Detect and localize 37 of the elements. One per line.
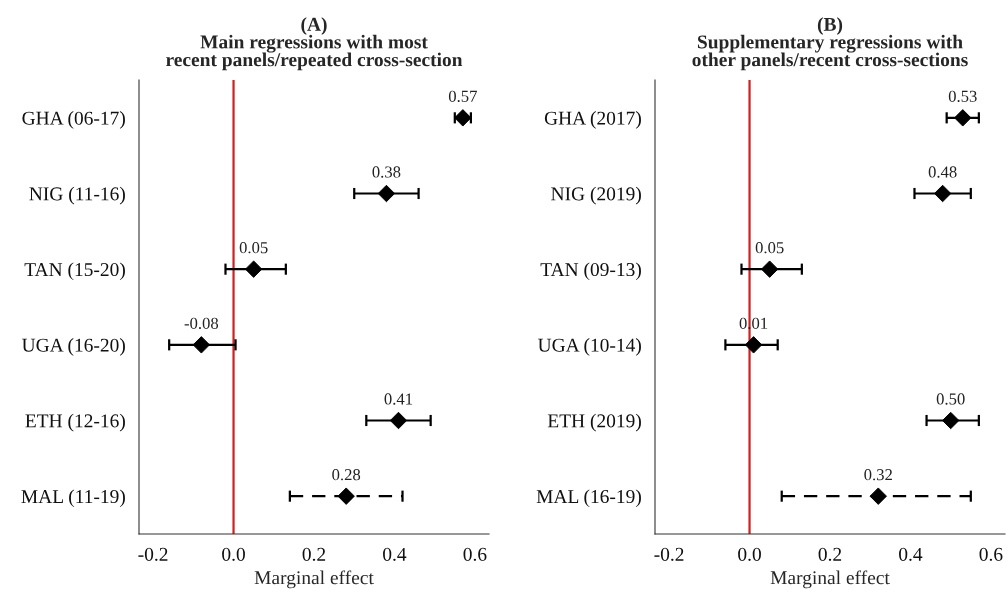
y-tick-label: UGA (16-20)	[21, 338, 125, 356]
y-tick-label: TAN (09-13)	[540, 262, 641, 281]
y-tick-label: MAL (11-19)	[21, 489, 125, 508]
chart-title: (B) Supplementary regressions with other panels/recent cross-sections	[692, 17, 968, 71]
y-tick-label: UGA (10-14)	[537, 338, 641, 356]
y-tick-label: ETH (2019)	[547, 413, 641, 432]
x-tick-label: -0.2	[654, 547, 684, 561]
x-tick-label: 0.0	[738, 547, 761, 561]
chart-title: (A) Main regressions with most recent panels/repeated cross-section	[166, 17, 463, 71]
x-tick-label: 0.6	[463, 547, 487, 561]
x-tick-label: 0.2	[302, 547, 326, 561]
data-label: 0.28	[332, 469, 361, 481]
data-label: 0.48	[928, 166, 957, 178]
x-tick-label: 0.2	[818, 547, 842, 561]
x-tick-label: 0.0	[222, 547, 245, 561]
data-label: -0.08	[184, 317, 219, 330]
x-tick-label: 0.4	[383, 547, 407, 561]
data-label: 0.50	[936, 393, 965, 405]
data-label: 0.53	[948, 90, 977, 103]
data-label: 0.41	[384, 393, 413, 405]
y-tick-label: GHA (2017)	[544, 111, 641, 129]
x-axis-title: Marginal effect	[770, 570, 890, 589]
y-tick-label: NIG (2019)	[551, 186, 641, 205]
data-label: 0.05	[239, 242, 268, 254]
x-tick-label: 0.4	[899, 547, 923, 561]
data-label: 0.38	[372, 166, 401, 178]
y-tick-label: NIG (11-16)	[29, 186, 125, 205]
data-label: 0.57	[448, 90, 477, 103]
x-tick-label: 0.6	[979, 547, 1003, 561]
x-axis-title: Marginal effect	[254, 570, 374, 589]
data-label: 0.32	[864, 469, 892, 481]
y-tick-label: ETH (12-16)	[25, 413, 125, 432]
y-tick-label: MAL (16-19)	[536, 489, 641, 508]
data-label: 0.05	[755, 242, 784, 254]
y-tick-label: GHA (06-17)	[22, 111, 125, 129]
y-tick-label: TAN (15-20)	[24, 262, 125, 281]
x-tick-label: -0.2	[138, 547, 168, 561]
